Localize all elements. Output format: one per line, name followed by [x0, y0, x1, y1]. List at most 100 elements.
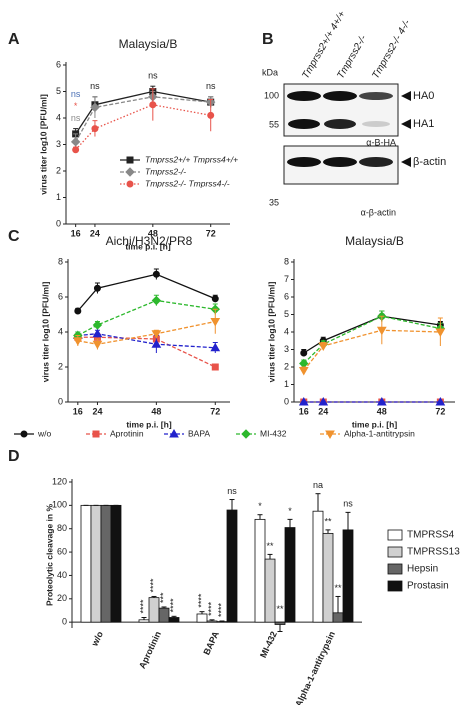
y-tick-label: 0 — [58, 396, 63, 406]
legend-label: BAPA — [188, 428, 210, 438]
marker — [92, 430, 100, 438]
y-axis-label: virus titer log10 [PFU/ml] — [40, 282, 50, 383]
y-tick-label: 6 — [58, 291, 63, 301]
significance: ns — [71, 89, 81, 99]
band — [324, 119, 356, 129]
marker — [210, 318, 221, 327]
significance: *** — [158, 592, 168, 603]
significance: na — [313, 480, 323, 490]
significance: * — [258, 501, 262, 511]
y-tick-label: 8 — [58, 256, 63, 266]
legend-label: Hepsin — [407, 564, 438, 575]
bar — [216, 621, 228, 623]
legend-label: Alpha-1-antitrypsin — [344, 428, 415, 438]
marker — [92, 320, 103, 330]
marker — [435, 328, 446, 338]
series-line — [77, 320, 216, 345]
series-line — [303, 315, 441, 364]
series-line — [303, 315, 441, 354]
marker — [72, 146, 80, 154]
significance: ns — [206, 81, 216, 91]
unit-label: kDa — [262, 67, 278, 77]
marker-label: 55 — [269, 119, 279, 129]
y-axis-label: virus titer log10 [PFU/ml] — [266, 282, 276, 383]
bar — [342, 529, 354, 623]
y-tick-label: 3 — [284, 344, 289, 354]
marker — [91, 125, 99, 133]
antibody-label: α-B-HA — [366, 137, 396, 147]
significance: **** — [168, 598, 178, 613]
x-tick-label: 24 — [318, 406, 328, 416]
bar — [206, 620, 218, 623]
x-tick-label: Aprotinin — [137, 630, 163, 670]
significance: ns — [90, 81, 100, 91]
bar — [312, 510, 324, 623]
bar — [110, 504, 122, 623]
series-line — [75, 104, 211, 151]
y-tick-label: 2 — [58, 361, 63, 371]
lane-label: Tmprss2-/- 4-/- — [370, 17, 413, 80]
marker — [72, 337, 83, 346]
legend-label: Tmprss2+/+ Tmprss4+/+ — [145, 154, 238, 164]
x-tick-label: 24 — [90, 228, 100, 238]
bar — [284, 527, 296, 623]
legend-label: TMPRSS4 — [407, 530, 455, 541]
legend-swatch — [387, 563, 403, 575]
bar — [254, 518, 266, 623]
x-tick-label: w/o — [89, 629, 105, 648]
marker — [207, 111, 215, 119]
y-tick-label: 4 — [58, 326, 63, 336]
series-line — [77, 273, 216, 312]
bar — [226, 509, 238, 623]
y-tick-label: 1 — [56, 192, 61, 202]
y-tick-label: 60 — [57, 546, 67, 556]
marker — [211, 295, 219, 303]
bar — [322, 532, 334, 623]
x-tick-label: MI-432 — [258, 630, 279, 660]
marker — [90, 102, 100, 113]
marker — [325, 430, 335, 440]
y-tick-label: 40 — [57, 570, 67, 580]
y-tick-label: 5 — [284, 309, 289, 319]
marker — [376, 396, 387, 406]
chart-title: Malaysia/B — [119, 37, 178, 51]
marker — [300, 349, 308, 357]
series-line — [75, 90, 211, 135]
y-tick-label: 1 — [284, 379, 289, 389]
y-axis-label: Proteolytic cleavage in % — [44, 504, 54, 606]
marker — [318, 342, 329, 352]
band — [359, 157, 393, 167]
bar — [168, 617, 180, 623]
band — [287, 157, 321, 167]
x-tick-label: 72 — [210, 406, 220, 416]
band-label: β-actin — [413, 156, 446, 168]
series-line — [303, 329, 441, 371]
significance: * — [74, 101, 78, 111]
marker — [126, 156, 134, 164]
western-blot: B Tmprss2+/+ 4+/+ Tmprss2-/- Tmprss2-/- … — [262, 9, 446, 217]
x-axis-label: time p.i. [h] — [125, 241, 171, 251]
y-tick-label: 0 — [284, 396, 289, 406]
marker — [125, 167, 135, 177]
chart-title: Aichi/H3N2/PR8 — [106, 234, 193, 248]
x-axis-label: time p.i. [h] — [126, 419, 172, 429]
x-tick-label: 72 — [206, 228, 216, 238]
bar — [80, 504, 92, 623]
marker — [435, 396, 446, 406]
panel-letter: A — [8, 31, 20, 48]
marker — [74, 307, 82, 315]
significance: ** — [276, 604, 284, 614]
significance: **** — [206, 601, 216, 616]
panel-letter: C — [8, 228, 20, 245]
y-tick-label: 100 — [52, 500, 67, 510]
legend-swatch — [387, 546, 403, 558]
marker-label: 35 — [269, 197, 279, 207]
x-tick-label: 72 — [435, 406, 445, 416]
significance: * — [288, 506, 292, 516]
band — [287, 91, 321, 101]
band-label: HA0 — [413, 90, 434, 102]
legend-label: TMPRSS13 — [407, 547, 460, 558]
lane-label: Tmprss2-/- — [335, 33, 369, 81]
y-tick-label: 20 — [57, 593, 67, 603]
